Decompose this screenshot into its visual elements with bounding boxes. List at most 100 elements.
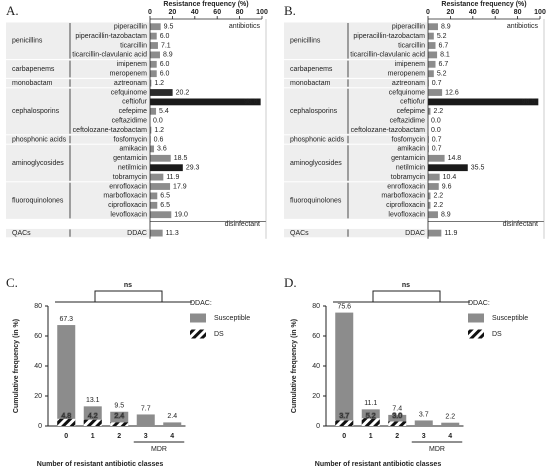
value-label: 67.3 [59, 316, 73, 323]
group-background [284, 22, 427, 60]
value-label: 8.9 [441, 212, 451, 219]
group-label: carbapenems [12, 66, 55, 73]
sig-bracket [372, 290, 441, 302]
value-label: 2.4 [167, 413, 177, 420]
y-axis-label: Cumulative frequency (in %) [13, 319, 20, 413]
y-tick-label: 20 [34, 393, 42, 400]
category-label: piperacillin [392, 24, 425, 31]
y-tick-label: 40 [312, 363, 320, 370]
value-label: 20.2 [176, 89, 190, 96]
category-label: ceftazidime [112, 118, 148, 125]
value-label: 17.9 [173, 183, 187, 190]
category-label: ceftolozane-tazobactam [351, 127, 425, 134]
bar [428, 89, 443, 96]
bar [428, 42, 436, 49]
bar [428, 164, 468, 172]
group-background [6, 182, 149, 219]
bar [388, 421, 407, 426]
group-label: penicillins [290, 38, 321, 45]
group-background [6, 144, 149, 182]
y-tick-label: 0 [316, 423, 320, 430]
group-label: cephalosporins [290, 108, 338, 115]
x-tick-label: 40 [191, 9, 199, 16]
value-label: 12.6 [445, 89, 459, 96]
group-background [6, 228, 149, 238]
value-label: 11.9 [166, 174, 179, 181]
group-label: carbapenems [290, 66, 333, 73]
category-label: cefepime [119, 108, 148, 115]
category-label: tobramycin [391, 174, 425, 181]
category-label: ceftolozane-tazobactam [73, 127, 147, 134]
legend-swatch [468, 329, 484, 339]
value-label: 7.1 [161, 42, 171, 49]
section-label: antibiotics [507, 23, 539, 30]
legend-label: Susceptible [214, 315, 250, 322]
category-label: meropenem [110, 71, 148, 78]
bar [335, 420, 354, 426]
bar [428, 211, 438, 219]
value-label: 5.2 [366, 413, 376, 420]
value-label: 2.2 [445, 414, 455, 421]
category-label: meropenem [388, 71, 426, 78]
y-tick-label: 60 [34, 333, 42, 340]
x-tick-label: 60 [213, 9, 221, 16]
y-tick-label: 40 [34, 363, 42, 370]
category-label: piperacillin-tazobactam [75, 33, 147, 40]
value-label: 6.0 [160, 61, 170, 68]
category-label: levofloxacin [110, 212, 147, 219]
x-tick-label: 4 [170, 433, 174, 440]
category-label: enrofloxacin [387, 183, 425, 190]
bar [150, 70, 157, 78]
panel: A. Resistance frequency (%) 0 20 40 60 80 100 pe… [6, 1, 268, 239]
bar [150, 23, 161, 31]
legend-title: DDAC: [190, 300, 212, 307]
value-label: 4.2 [88, 413, 98, 420]
bar [150, 229, 163, 237]
bar [428, 192, 431, 200]
bar [150, 98, 261, 106]
x-tick-label: 60 [491, 9, 499, 16]
x-tick-label: 3 [144, 433, 148, 440]
category-label: fosfomycin [392, 136, 426, 143]
category-label: DDAC [405, 230, 425, 237]
value-label: 2.4 [114, 413, 124, 420]
bar [414, 420, 433, 426]
bar [136, 414, 155, 426]
value-label: 11.3 [166, 230, 179, 237]
bar [388, 414, 407, 426]
panel-label: B. [284, 3, 296, 18]
group-label: monobactam [290, 80, 331, 87]
x-tick-label: 2 [117, 433, 121, 440]
value-label: 3.7 [419, 411, 429, 418]
panel-label: A. [6, 3, 19, 18]
bar [335, 312, 354, 426]
value-label: 14.8 [448, 155, 462, 162]
x-tick-label: 2 [395, 433, 399, 440]
x-tick-label: 0 [426, 9, 430, 16]
bar [428, 98, 539, 106]
value-label: 10.4 [443, 174, 457, 181]
value-label: 0.7 [432, 146, 442, 153]
significance-label: ns [402, 282, 410, 289]
value-label: 9.5 [114, 403, 124, 410]
category-label: piperacillin [114, 24, 147, 31]
x-axis-label: Resistance frequency (%) [163, 1, 248, 8]
category-label: ceftazidime [390, 118, 426, 125]
bar [150, 107, 157, 115]
bar [150, 60, 157, 68]
group-label: phosphonic acids [12, 136, 67, 143]
legend-swatch [468, 313, 484, 323]
bar [428, 51, 438, 59]
group-label: fluoroquinolones [12, 197, 64, 204]
category-label: imipenem [117, 61, 148, 68]
x-tick-label: 20 [447, 9, 455, 16]
legend-label: DS [492, 331, 502, 338]
group-label: MDR [151, 446, 167, 453]
value-label: 6.5 [160, 202, 170, 209]
category-label: amikacin [119, 146, 147, 153]
category-label: tobramycin [113, 174, 147, 181]
section-label: disinfectant [503, 221, 538, 228]
category-label: aztreonam [114, 80, 147, 87]
bar [428, 229, 442, 237]
